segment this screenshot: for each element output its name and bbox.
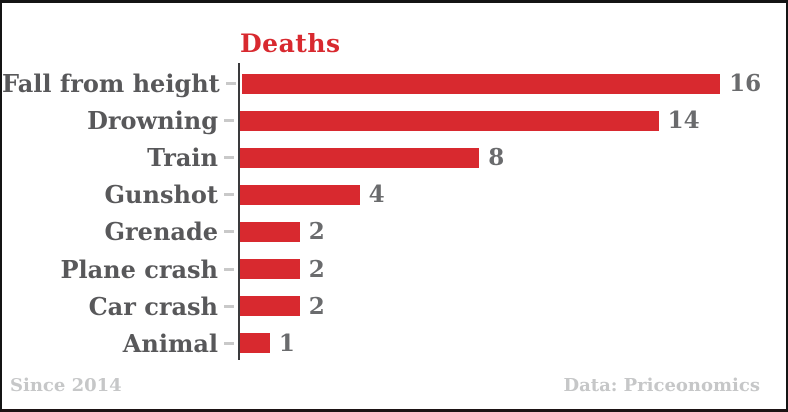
category-label: Gunshot: [104, 180, 218, 210]
value-label: 14: [667, 107, 700, 135]
category-label: Car crash: [88, 291, 218, 321]
bar: [240, 296, 300, 317]
value-label: 2: [308, 292, 325, 320]
tick-mark: [224, 267, 234, 271]
category-label: Plane crash: [60, 254, 218, 284]
category-label: Train: [147, 143, 218, 173]
bar: [240, 221, 300, 242]
bar: [240, 110, 659, 131]
chart-row: Gunshot 4: [2, 176, 786, 213]
chart-row: Car crash 2: [2, 288, 786, 325]
value-label: 2: [308, 255, 325, 283]
chart-row: Fall from height 16: [2, 65, 786, 102]
category-label: Grenade: [104, 217, 218, 247]
bar: [240, 147, 480, 168]
chart-row: Animal 1: [2, 325, 786, 362]
chart-row: Plane crash 2: [2, 250, 786, 287]
value-label: 1: [278, 329, 295, 357]
bar: [240, 333, 270, 354]
value-label: 2: [308, 218, 325, 246]
value-label: 8: [488, 144, 505, 172]
category-label: Animal: [122, 328, 218, 358]
tick-mark: [224, 119, 234, 123]
bar: [241, 73, 721, 94]
chart-row: Grenade 2: [2, 213, 786, 250]
tick-mark: [224, 230, 234, 234]
tick-mark: [224, 341, 234, 345]
footer-note-source: Data: Priceonomics: [563, 375, 760, 396]
y-axis-line: [238, 63, 240, 360]
value-label: 4: [368, 181, 385, 209]
category-label: Drowning: [87, 106, 218, 136]
footer-note-since: Since 2014: [10, 375, 122, 396]
bar: [240, 184, 360, 205]
tick-mark: [224, 193, 234, 197]
tick-mark: [225, 82, 236, 86]
bar: [240, 259, 300, 280]
chart-title: Deaths: [240, 29, 341, 58]
category-label: Fall from height: [2, 69, 220, 99]
chart-row: Train 8: [2, 139, 786, 176]
tick-mark: [224, 156, 234, 160]
value-label: 16: [729, 70, 762, 98]
tick-mark: [224, 304, 234, 308]
bar-rows: Fall from height 16 Drowning 14 Train 8 Gunsho…: [2, 65, 786, 362]
chart-row: Drowning 14: [2, 102, 786, 139]
